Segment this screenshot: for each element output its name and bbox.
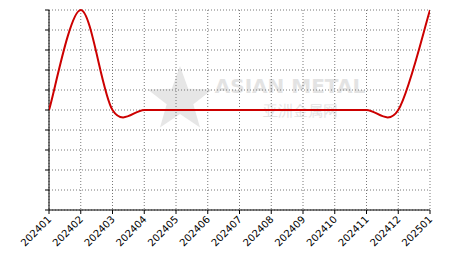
x-tick-label: 202406 — [177, 214, 212, 249]
y-tick — [45, 130, 49, 131]
data-line — [49, 10, 430, 117]
x-tick-label: 202405 — [146, 214, 181, 249]
watermark: ASIAN METAL亚洲金属网 — [148, 66, 366, 128]
series — [49, 10, 430, 117]
x-tick-label: 202408 — [241, 214, 276, 249]
x-tick — [366, 210, 367, 214]
y-tick — [45, 70, 49, 71]
y-tick — [45, 10, 49, 11]
chart: ASIAN METAL亚洲金属网 202401202402202403202404… — [0, 0, 466, 272]
grid-line — [80, 10, 81, 210]
x-tick-label: 202401 — [19, 214, 54, 249]
y-tick — [45, 110, 49, 111]
x-tick-label: 202404 — [114, 214, 149, 249]
x-tick — [239, 210, 240, 214]
x-tick — [80, 210, 81, 214]
y-tick — [45, 50, 49, 51]
watermark-text: ASIAN METAL — [215, 74, 366, 98]
x-tick — [430, 210, 431, 214]
watermark-logo — [148, 66, 213, 128]
x-tick — [334, 210, 335, 214]
x-tick-label: 202409 — [273, 214, 308, 249]
grid-line — [430, 10, 431, 210]
x-tick — [207, 210, 208, 214]
x-tick-label: 202403 — [82, 214, 117, 249]
y-tick — [45, 210, 49, 211]
x-tick — [271, 210, 272, 214]
x-tick — [144, 210, 145, 214]
grid — [49, 10, 430, 210]
x-tick — [303, 210, 304, 214]
y-tick — [45, 190, 49, 191]
grid-line — [49, 30, 430, 31]
grid-line — [49, 150, 430, 151]
y-tick — [45, 170, 49, 171]
y-tick — [45, 30, 49, 31]
x-tick — [112, 210, 113, 214]
x-tick-label: 202412 — [368, 214, 403, 249]
x-tick-label: 202407 — [209, 214, 244, 249]
y-tick — [45, 150, 49, 151]
x-tick-label: 202402 — [50, 214, 85, 249]
x-tick-label: 202411 — [336, 214, 371, 249]
x-tick-label: 202410 — [304, 214, 339, 249]
y-tick — [45, 90, 49, 91]
x-tick — [398, 210, 399, 214]
x-tick — [49, 210, 50, 214]
x-tick — [176, 210, 177, 214]
x-tick-label: 202501 — [400, 214, 435, 249]
